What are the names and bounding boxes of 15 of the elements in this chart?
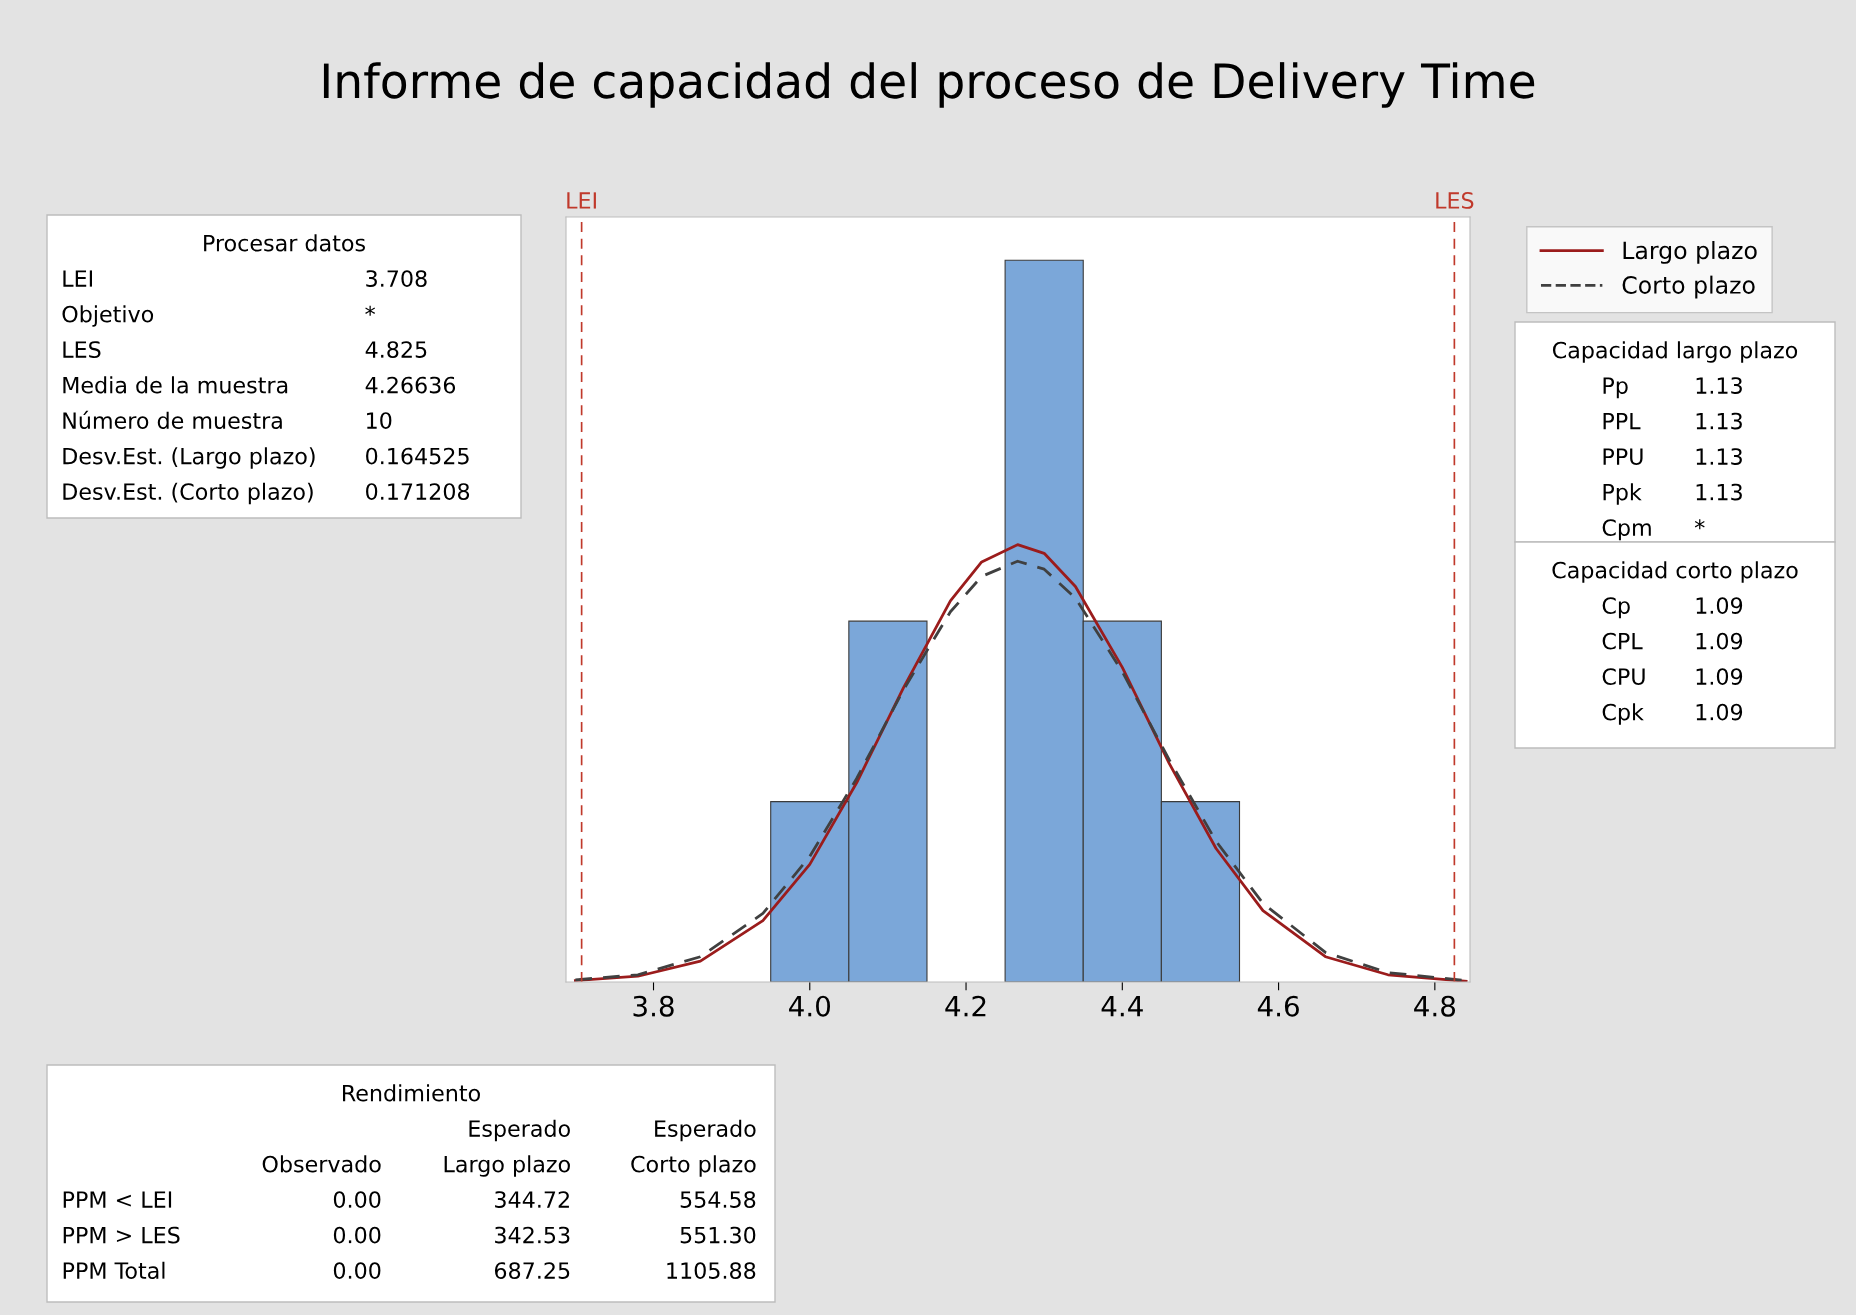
text: Capacidad corto plazo Cp 1.09 CPL 1.09 CPU 1.09 Cpk 1.09	[1552, 561, 1798, 725]
x-tick-label: 4.8	[1414, 995, 1456, 1017]
x-tick-label: 4.2	[945, 995, 986, 1017]
ref-line-label: LEI	[567, 192, 596, 209]
ref-line-label: LES	[1436, 192, 1474, 209]
x-tick-label: 3.8	[633, 995, 674, 1017]
x-tick-label: 4.0	[789, 995, 831, 1017]
text: Procesar datos LEI 3.708 Objetivo * LES 4.825 Media de la muestra 4.26636 Número de muestra 10 Desv.Est. (Largo plazo) 0.164525 Desv.Est. (Corto plazo) 0.171208	[62, 234, 470, 505]
legend-label: Largo plazo	[1623, 240, 1757, 264]
x-tick-label: 4.4	[1101, 996, 1143, 1017]
legend-label: Corto plazo	[1622, 275, 1755, 299]
text: Rendimiento Esperado Esperado Observado Largo plazo Corto plazo PPM < LEI 0.00 344.72 554.58 PPM > LES 0.00 342.53 551.30 PPM Total 0.00 687.25 1105.88	[63, 1084, 756, 1279]
x-tick-label: 4.6	[1257, 995, 1299, 1017]
text: Capacidad largo plazo Pp 1.13 PPL 1.13 PPU 1.13 Ppk 1.13 Cpm *	[1552, 341, 1798, 541]
chart-title: Informe de capacidad del proceso de Delivery Time	[323, 62, 1535, 108]
